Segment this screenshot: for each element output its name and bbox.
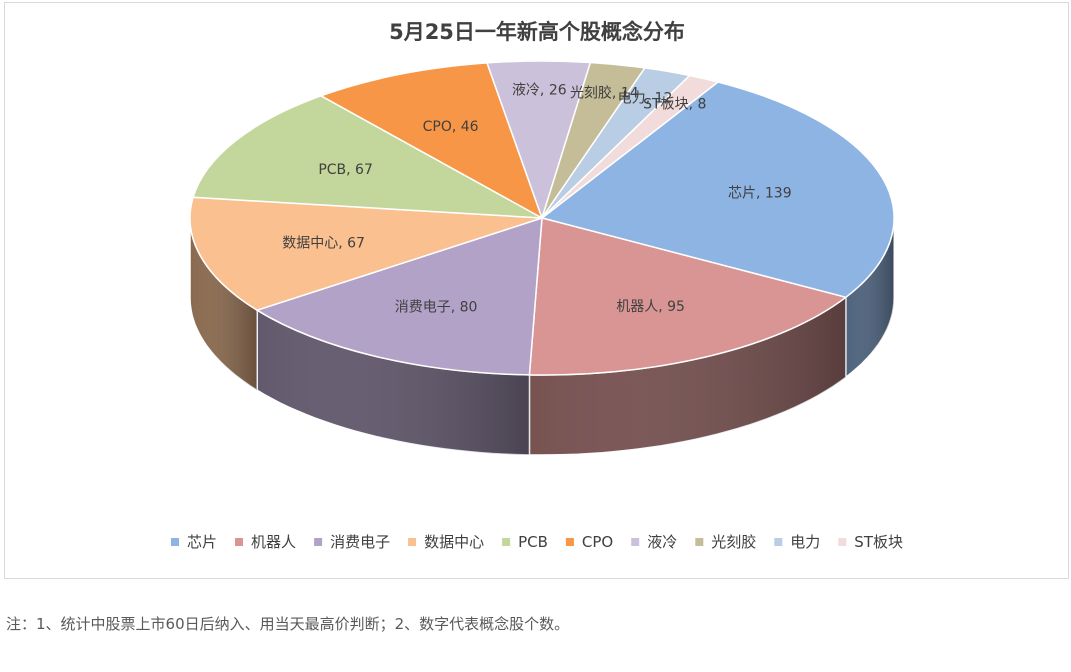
footnote: 注：1、统计中股票上市60日后纳入、用当天最高价判断；2、数字代表概念股个数。 [6,615,570,633]
legend-item-9: 电力 [774,533,820,551]
legend-label-6: CPO [582,533,613,551]
slice-3-top [255,216,543,376]
slice-3-data-label: 消费电子, 80 [395,300,478,316]
legend-swatch-3 [314,538,323,546]
chart-title: 5月25日一年新高个股概念分布 [389,20,685,44]
slice-4-top [189,196,543,312]
legend-item-7: 液冷 [631,533,677,551]
legend-item-1: 芯片 [171,533,217,551]
legend-label-8: 光刻胶 [711,533,756,551]
legend-label-7: 液冷 [647,533,677,551]
legend-swatch-7 [631,538,640,546]
slice-1-top [540,81,895,299]
legend-item-8: 光刻胶 [695,533,756,551]
slice-9-data-label: 电力, 12 [618,91,673,107]
pie-side-layer [189,217,895,456]
legend-label-2: 机器人 [251,533,296,551]
slice-6-data-label: CPO, 46 [423,119,479,135]
slice-10-top [541,74,720,219]
slice-10-data-label: ST板块, 8 [643,97,706,113]
slice-4-side-shade [190,218,258,391]
legend-swatch-9 [774,538,783,546]
legend-item-6: CPO [565,533,613,551]
legend-swatch-10 [838,538,847,546]
legend-swatch-2 [235,538,243,546]
slice-2-data-label: 机器人, 95 [616,299,685,315]
legend-label-3: 消费电子 [330,533,390,551]
legend-label-9: 电力 [790,533,820,551]
slice-8-data-label: 光刻胶, 14 [570,84,639,101]
legend-swatch-1 [171,538,179,546]
legend-item-5: PCB [502,533,548,551]
slice-6-top [319,62,544,220]
legend-label-5: PCB [518,533,548,551]
legend-item-10: ST板块 [838,533,903,551]
slice-1-side-shade [845,218,894,378]
pie-chart: 5月25日一年新高个股概念分布 芯片, 139 机器人, 95 消费电子, 80 数据… [171,20,903,551]
slice-4-data-label: 数据中心, 67 [282,236,365,252]
legend-item-2: 机器人 [235,533,296,551]
legend: 芯片 机器人 消费电子 数据中心 PCB CPO 液冷 光刻胶 电力 ST板块 [171,533,903,551]
slice-5-data-label: PCB, 67 [318,162,373,178]
legend-swatch-6 [565,538,574,546]
legend-swatch-4 [408,538,417,546]
slice-7-data-label: 液冷, 26 [512,82,567,98]
slice-2-top [528,217,848,376]
legend-label-1: 芯片 [187,533,217,551]
data-label-layer: 芯片, 139 机器人, 95 消费电子, 80 数据中心, 67 PCB, 67 CPO… [282,82,791,315]
legend-swatch-8 [695,538,704,546]
slice-2-side-shade [529,297,846,455]
legend-label-4: 数据中心 [424,533,484,551]
legend-item-4: 数据中心 [408,533,484,551]
slice-3-side-shade [257,310,530,455]
pie-top-layer [189,60,895,376]
chart-frame: 5月25日一年新高个股概念分布 芯片, 139 机器人, 95 消费电子, 80 数据… [4,2,1069,579]
slice-5-top [192,94,543,219]
slice-1-data-label: 芯片, 139 [728,185,792,201]
legend-swatch-5 [502,538,511,546]
legend-item-3: 消费电子 [314,533,390,551]
legend-label-10: ST板块 [854,533,903,551]
